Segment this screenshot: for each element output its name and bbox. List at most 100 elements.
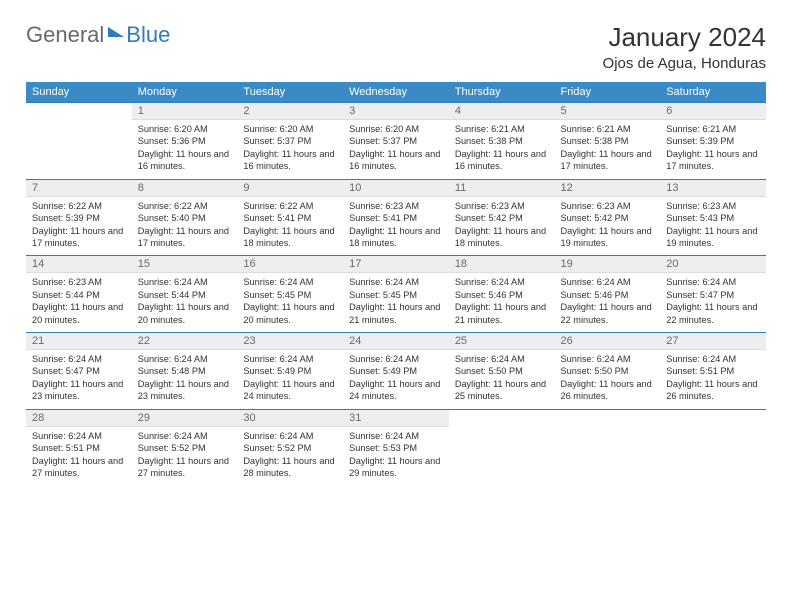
day-body: Sunrise: 6:24 AMSunset: 5:52 PMDaylight:…	[237, 427, 343, 486]
daylight-text: Daylight: 11 hours and 21 minutes.	[455, 301, 549, 326]
day-number: 20	[660, 256, 766, 273]
day-cell	[26, 103, 132, 180]
sunset-text: Sunset: 5:49 PM	[243, 365, 337, 377]
day-body: Sunrise: 6:24 AMSunset: 5:45 PMDaylight:…	[237, 273, 343, 332]
daylight-text: Daylight: 11 hours and 16 minutes.	[138, 148, 232, 173]
daylight-text: Daylight: 11 hours and 20 minutes.	[243, 301, 337, 326]
day-cell: 31Sunrise: 6:24 AMSunset: 5:53 PMDayligh…	[343, 409, 449, 485]
day-cell: 21Sunrise: 6:24 AMSunset: 5:47 PMDayligh…	[26, 333, 132, 410]
daylight-text: Daylight: 11 hours and 18 minutes.	[455, 225, 549, 250]
daylight-text: Daylight: 11 hours and 24 minutes.	[349, 378, 443, 403]
day-body: Sunrise: 6:21 AMSunset: 5:38 PMDaylight:…	[449, 120, 555, 179]
daylight-text: Daylight: 11 hours and 18 minutes.	[243, 225, 337, 250]
day-body	[660, 427, 766, 483]
sunrise-text: Sunrise: 6:24 AM	[349, 353, 443, 365]
daylight-text: Daylight: 11 hours and 20 minutes.	[32, 301, 126, 326]
sunset-text: Sunset: 5:46 PM	[561, 289, 655, 301]
day-cell: 19Sunrise: 6:24 AMSunset: 5:46 PMDayligh…	[555, 256, 661, 333]
day-cell: 14Sunrise: 6:23 AMSunset: 5:44 PMDayligh…	[26, 256, 132, 333]
day-body: Sunrise: 6:23 AMSunset: 5:42 PMDaylight:…	[449, 197, 555, 256]
sunrise-text: Sunrise: 6:20 AM	[243, 123, 337, 135]
day-body: Sunrise: 6:22 AMSunset: 5:39 PMDaylight:…	[26, 197, 132, 256]
day-cell: 6Sunrise: 6:21 AMSunset: 5:39 PMDaylight…	[660, 103, 766, 180]
day-cell: 20Sunrise: 6:24 AMSunset: 5:47 PMDayligh…	[660, 256, 766, 333]
day-body	[555, 427, 661, 483]
sunset-text: Sunset: 5:50 PM	[561, 365, 655, 377]
day-body: Sunrise: 6:23 AMSunset: 5:41 PMDaylight:…	[343, 197, 449, 256]
logo-text-general: General	[26, 22, 104, 48]
day-of-week-header: Friday	[555, 82, 661, 103]
day-cell: 29Sunrise: 6:24 AMSunset: 5:52 PMDayligh…	[132, 409, 238, 485]
sunset-text: Sunset: 5:50 PM	[455, 365, 549, 377]
sunset-text: Sunset: 5:39 PM	[666, 135, 760, 147]
day-cell	[555, 409, 661, 485]
day-body: Sunrise: 6:24 AMSunset: 5:47 PMDaylight:…	[26, 350, 132, 409]
day-cell: 30Sunrise: 6:24 AMSunset: 5:52 PMDayligh…	[237, 409, 343, 485]
daylight-text: Daylight: 11 hours and 27 minutes.	[138, 455, 232, 480]
sunset-text: Sunset: 5:38 PM	[455, 135, 549, 147]
sunset-text: Sunset: 5:52 PM	[243, 442, 337, 454]
week-row: 14Sunrise: 6:23 AMSunset: 5:44 PMDayligh…	[26, 256, 766, 333]
day-number: 30	[237, 410, 343, 427]
location: Ojos de Agua, Honduras	[603, 55, 766, 72]
sunset-text: Sunset: 5:47 PM	[32, 365, 126, 377]
daylight-text: Daylight: 11 hours and 17 minutes.	[666, 148, 760, 173]
day-cell: 24Sunrise: 6:24 AMSunset: 5:49 PMDayligh…	[343, 333, 449, 410]
day-of-week-row: SundayMondayTuesdayWednesdayThursdayFrid…	[26, 82, 766, 103]
day-number: 15	[132, 256, 238, 273]
day-number: 28	[26, 410, 132, 427]
sunset-text: Sunset: 5:36 PM	[138, 135, 232, 147]
day-number: 12	[555, 180, 661, 197]
day-cell: 5Sunrise: 6:21 AMSunset: 5:38 PMDaylight…	[555, 103, 661, 180]
daylight-text: Daylight: 11 hours and 26 minutes.	[666, 378, 760, 403]
day-cell: 4Sunrise: 6:21 AMSunset: 5:38 PMDaylight…	[449, 103, 555, 180]
day-body: Sunrise: 6:24 AMSunset: 5:44 PMDaylight:…	[132, 273, 238, 332]
day-body: Sunrise: 6:24 AMSunset: 5:46 PMDaylight:…	[555, 273, 661, 332]
day-body: Sunrise: 6:23 AMSunset: 5:44 PMDaylight:…	[26, 273, 132, 332]
day-number: 16	[237, 256, 343, 273]
sunrise-text: Sunrise: 6:24 AM	[455, 353, 549, 365]
sunset-text: Sunset: 5:41 PM	[349, 212, 443, 224]
sunset-text: Sunset: 5:44 PM	[32, 289, 126, 301]
sunrise-text: Sunrise: 6:22 AM	[243, 200, 337, 212]
week-row: 28Sunrise: 6:24 AMSunset: 5:51 PMDayligh…	[26, 409, 766, 485]
sunrise-text: Sunrise: 6:24 AM	[243, 353, 337, 365]
day-body: Sunrise: 6:24 AMSunset: 5:45 PMDaylight:…	[343, 273, 449, 332]
day-number: 7	[26, 180, 132, 197]
sunset-text: Sunset: 5:42 PM	[455, 212, 549, 224]
day-body: Sunrise: 6:24 AMSunset: 5:51 PMDaylight:…	[660, 350, 766, 409]
day-cell: 3Sunrise: 6:20 AMSunset: 5:37 PMDaylight…	[343, 103, 449, 180]
sunrise-text: Sunrise: 6:24 AM	[666, 276, 760, 288]
day-body: Sunrise: 6:24 AMSunset: 5:47 PMDaylight:…	[660, 273, 766, 332]
day-of-week-header: Saturday	[660, 82, 766, 103]
sunrise-text: Sunrise: 6:21 AM	[561, 123, 655, 135]
day-number: 22	[132, 333, 238, 350]
sunrise-text: Sunrise: 6:23 AM	[455, 200, 549, 212]
sunrise-text: Sunrise: 6:24 AM	[243, 276, 337, 288]
day-number: 23	[237, 333, 343, 350]
day-body	[449, 427, 555, 483]
day-cell: 28Sunrise: 6:24 AMSunset: 5:51 PMDayligh…	[26, 409, 132, 485]
sunset-text: Sunset: 5:49 PM	[349, 365, 443, 377]
day-number: 21	[26, 333, 132, 350]
day-number: 2	[237, 103, 343, 120]
day-body: Sunrise: 6:20 AMSunset: 5:37 PMDaylight:…	[343, 120, 449, 179]
daylight-text: Daylight: 11 hours and 26 minutes.	[561, 378, 655, 403]
sunrise-text: Sunrise: 6:21 AM	[455, 123, 549, 135]
sunrise-text: Sunrise: 6:23 AM	[349, 200, 443, 212]
day-of-week-header: Monday	[132, 82, 238, 103]
day-number: 31	[343, 410, 449, 427]
day-body: Sunrise: 6:24 AMSunset: 5:46 PMDaylight:…	[449, 273, 555, 332]
day-cell	[449, 409, 555, 485]
daylight-text: Daylight: 11 hours and 17 minutes.	[561, 148, 655, 173]
sunset-text: Sunset: 5:37 PM	[349, 135, 443, 147]
daylight-text: Daylight: 11 hours and 16 minutes.	[243, 148, 337, 173]
daylight-text: Daylight: 11 hours and 25 minutes.	[455, 378, 549, 403]
day-body: Sunrise: 6:21 AMSunset: 5:38 PMDaylight:…	[555, 120, 661, 179]
day-body	[26, 120, 132, 176]
sunset-text: Sunset: 5:51 PM	[32, 442, 126, 454]
sunset-text: Sunset: 5:42 PM	[561, 212, 655, 224]
day-body: Sunrise: 6:22 AMSunset: 5:41 PMDaylight:…	[237, 197, 343, 256]
sunrise-text: Sunrise: 6:24 AM	[561, 276, 655, 288]
daylight-text: Daylight: 11 hours and 23 minutes.	[138, 378, 232, 403]
